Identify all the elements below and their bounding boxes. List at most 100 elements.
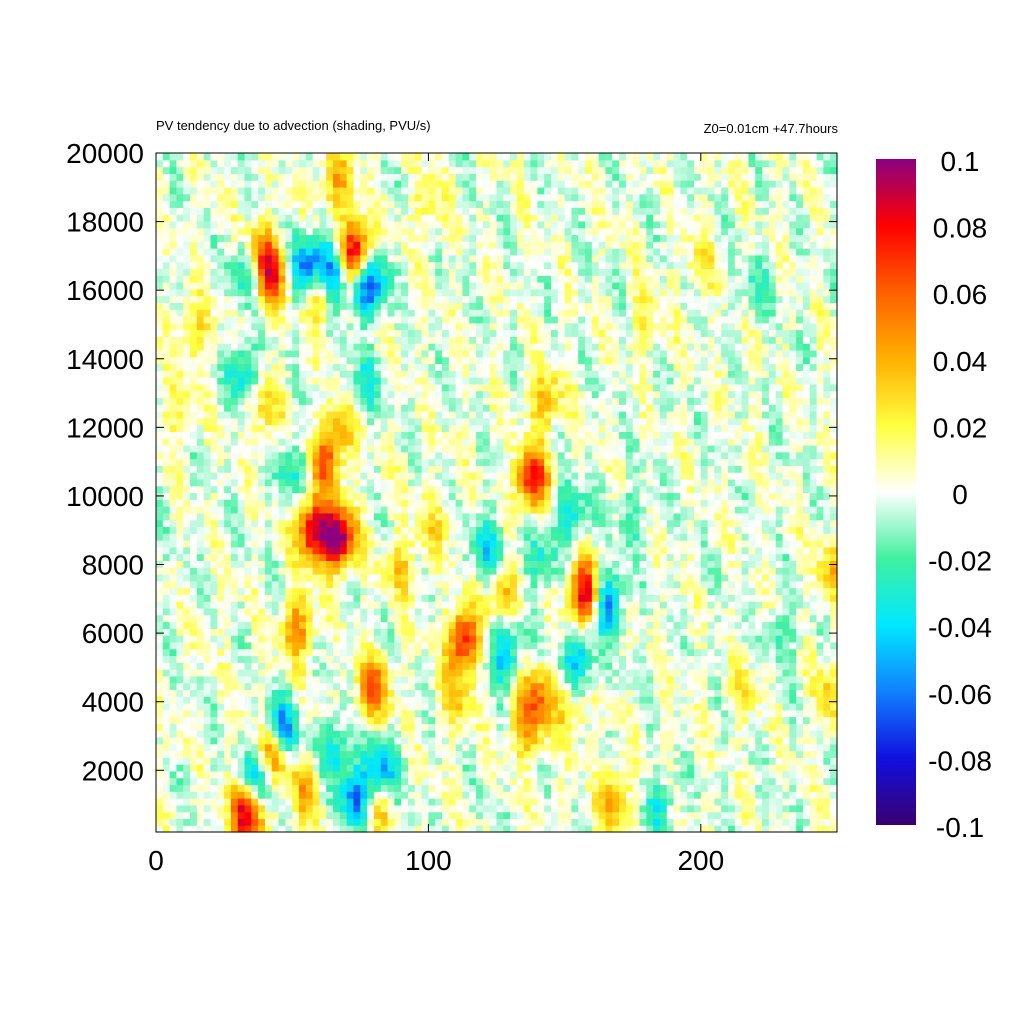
- heatmap-cell: [210, 791, 218, 799]
- heatmap-cell: [360, 770, 368, 779]
- heatmap-cell: [714, 662, 722, 670]
- heatmap-cell: [339, 798, 348, 806]
- heatmap-cell: [741, 825, 750, 833]
- heatmap-cell: [639, 777, 647, 786]
- heatmap-cell: [394, 682, 402, 691]
- heatmap-cell: [700, 635, 709, 643]
- heatmap-cell: [625, 716, 634, 724]
- heatmap-cell: [448, 587, 457, 595]
- heatmap-cell: [414, 689, 423, 697]
- heatmap-cell: [292, 560, 300, 568]
- heatmap-cell: [251, 682, 259, 691]
- heatmap-cell: [319, 607, 327, 616]
- heatmap-cell: [530, 730, 538, 738]
- heatmap-cell: [407, 682, 416, 691]
- heatmap-cell: [809, 560, 818, 568]
- heatmap-cell: [387, 553, 395, 561]
- heatmap-cell: [523, 641, 532, 650]
- heatmap-cell: [442, 743, 450, 752]
- heatmap-cell: [292, 614, 300, 623]
- heatmap-cell: [721, 621, 729, 629]
- heatmap-cell: [333, 621, 341, 629]
- heatmap-cell: [482, 770, 491, 779]
- heatmap-cell: [748, 675, 756, 684]
- heatmap-cell: [224, 662, 232, 670]
- heatmap-cell: [435, 540, 443, 548]
- heatmap-cell: [789, 655, 797, 663]
- heatmap-cell: [605, 641, 613, 650]
- heatmap-cell: [326, 743, 334, 752]
- heatmap-cell: [789, 580, 797, 589]
- heatmap-cell: [666, 675, 675, 684]
- heatmap-cell: [823, 567, 831, 575]
- heatmap-cell: [196, 614, 205, 623]
- heatmap-cell: [476, 560, 484, 568]
- heatmap-cell: [462, 696, 470, 704]
- heatmap-cell: [455, 764, 464, 772]
- heatmap-cell: [557, 506, 566, 514]
- heatmap-cell: [435, 621, 443, 629]
- heatmap-cell: [428, 573, 436, 582]
- heatmap-cell: [632, 702, 641, 711]
- heatmap-cell: [401, 702, 409, 711]
- heatmap-cell: [598, 662, 607, 670]
- heatmap-cell: [680, 743, 688, 752]
- heatmap-cell: [516, 716, 525, 724]
- heatmap-cell: [353, 628, 361, 636]
- heatmap-cell: [503, 587, 511, 595]
- heatmap-cell: [809, 526, 818, 534]
- heatmap-cell: [516, 811, 525, 820]
- heatmap-cell: [407, 573, 416, 582]
- heatmap-cell: [639, 811, 647, 820]
- heatmap-cell: [305, 757, 314, 765]
- heatmap-cell: [734, 628, 743, 636]
- heatmap-cell: [176, 770, 184, 779]
- heatmap-cell: [802, 492, 811, 500]
- heatmap-cell: [469, 825, 477, 833]
- heatmap-cell: [176, 614, 184, 623]
- heatmap-cell: [271, 580, 280, 589]
- heatmap-cell: [319, 709, 327, 718]
- heatmap-cell: [251, 662, 259, 670]
- heatmap-cell: [258, 580, 266, 589]
- heatmap-cell: [244, 492, 252, 500]
- heatmap-cell: [339, 750, 348, 758]
- heatmap-cell: [755, 540, 763, 548]
- heatmap-cell: [169, 784, 178, 792]
- heatmap-cell: [789, 709, 797, 718]
- heatmap-cell: [516, 723, 525, 731]
- heatmap-cell: [196, 777, 205, 786]
- heatmap-cell: [809, 662, 818, 670]
- heatmap-cell: [510, 573, 518, 582]
- heatmap-cell: [230, 709, 239, 718]
- heatmap-cell: [373, 730, 382, 738]
- heatmap-cell: [373, 798, 382, 806]
- heatmap-cell: [544, 682, 552, 691]
- heatmap-cell: [673, 750, 681, 758]
- heatmap-cell: [394, 492, 402, 500]
- heatmap-cell: [789, 614, 797, 623]
- heatmap-cell: [768, 573, 777, 582]
- heatmap-cell: [339, 689, 348, 697]
- heatmap-cell: [673, 512, 681, 521]
- heatmap-cell: [639, 607, 647, 616]
- heatmap-cell: [401, 540, 409, 548]
- heatmap-cell: [578, 709, 586, 718]
- heatmap-cell: [435, 675, 443, 684]
- heatmap-cell: [830, 655, 838, 663]
- heatmap-cell: [183, 709, 191, 718]
- heatmap-cell: [714, 669, 722, 677]
- heatmap-cell: [319, 553, 327, 561]
- heatmap-cell: [503, 669, 511, 677]
- heatmap-cell: [407, 648, 416, 657]
- heatmap-cell: [809, 798, 818, 806]
- heatmap-cell: [612, 702, 620, 711]
- heatmap-cell: [762, 628, 770, 636]
- heatmap-cell: [237, 736, 246, 745]
- heatmap-cell: [414, 743, 423, 752]
- heatmap-cell: [230, 519, 239, 528]
- heatmap-cell: [530, 540, 538, 548]
- heatmap-cell: [217, 607, 225, 616]
- heatmap-cell: [285, 499, 293, 507]
